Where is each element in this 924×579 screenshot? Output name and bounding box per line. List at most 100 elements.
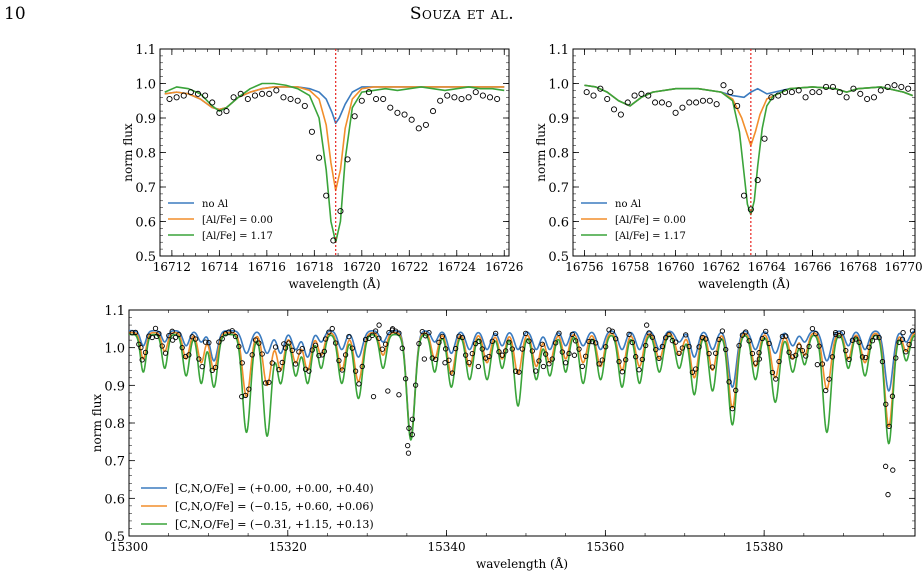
observed-point: [202, 92, 209, 99]
observed-point: [362, 336, 369, 343]
observed-point: [809, 89, 816, 96]
observed-point: [683, 332, 689, 338]
observed-point: [599, 357, 605, 363]
observed-point: [376, 322, 382, 328]
y-tick-label: 0.6: [548, 216, 569, 231]
observed-point: [743, 329, 749, 335]
observed-point: [813, 330, 819, 337]
y-axis-label: norm flux: [90, 394, 104, 453]
observed-point: [643, 322, 650, 328]
x-tick-label: 16712: [153, 260, 191, 274]
observed-point: [269, 360, 275, 366]
observed-point: [583, 353, 589, 359]
observed-point: [475, 363, 481, 370]
observed-point: [259, 351, 265, 357]
observed-point: [619, 369, 626, 375]
observed-point: [839, 330, 846, 336]
observed-point: [699, 335, 706, 341]
observed-point: [573, 338, 579, 344]
observed-point: [859, 354, 866, 360]
observed-point: [873, 334, 879, 340]
observed-point: [337, 208, 344, 215]
observed-point: [281, 341, 287, 347]
observed-point: [676, 350, 682, 357]
observed-point: [706, 97, 713, 104]
observed-point: [416, 341, 422, 347]
chart-panel-2: 16756 16758 16760 16762 16764 16766 16768 16770…: [534, 43, 923, 291]
observed-point: [344, 156, 351, 163]
observed-point: [469, 350, 475, 357]
observed-point: [693, 366, 699, 372]
observed-point: [323, 192, 330, 199]
x-tick-label: 16764: [748, 260, 787, 274]
observed-point: [372, 328, 379, 334]
observed-point: [546, 361, 552, 367]
observed-point: [832, 329, 839, 336]
observed-point: [716, 336, 722, 343]
observed-point: [512, 368, 519, 374]
observed-point: [179, 345, 185, 351]
observed-point: [159, 343, 165, 349]
observed-point: [786, 349, 792, 355]
observed-point: [709, 364, 716, 370]
observed-point: [906, 341, 912, 348]
observed-point: [891, 82, 898, 89]
x-tick-label: 15340: [427, 540, 465, 554]
x-axis-label: wavelength (Å): [476, 556, 568, 571]
x-tick-label: 16770: [885, 260, 923, 274]
observed-point: [603, 344, 609, 350]
observed-point: [458, 95, 465, 103]
observed-point: [369, 332, 375, 339]
observed-point: [826, 376, 832, 382]
observed-point: [436, 339, 442, 345]
y-tick-label: 0.7: [548, 181, 569, 196]
observed-point: [256, 340, 262, 346]
observed-point: [879, 358, 886, 365]
observed-point: [788, 89, 795, 96]
y-tick-label: 1.1: [104, 304, 125, 319]
observed-point: [882, 463, 889, 469]
observed-point: [729, 405, 736, 412]
y-tick-label: 0.8: [548, 147, 569, 162]
observed-point: [559, 349, 565, 355]
observed-point: [596, 361, 602, 367]
observed-point: [316, 353, 322, 359]
observed-point: [850, 85, 857, 92]
observed-point: [803, 353, 809, 359]
series-line-1: [129, 329, 915, 437]
observed-point: [489, 338, 495, 344]
observed-point: [679, 345, 686, 351]
observed-point: [439, 333, 445, 340]
observed-point: [166, 95, 173, 103]
x-tick-label: 16716: [248, 260, 286, 274]
observed-point: [905, 85, 912, 92]
observed-point: [152, 325, 159, 332]
observed-point: [736, 342, 742, 349]
observed-point: [900, 329, 906, 336]
x-tick-label: 16714: [200, 260, 239, 274]
observed-point: [649, 334, 656, 340]
observed-point: [686, 99, 693, 106]
observed-point: [476, 338, 482, 345]
observed-point: [766, 340, 772, 347]
observed-point: [162, 350, 169, 356]
observed-point: [132, 329, 139, 336]
observed-point: [299, 345, 305, 352]
observed-point: [673, 339, 679, 345]
observed-point: [180, 92, 187, 99]
x-tick-label: 16718: [295, 260, 333, 274]
observed-point: [192, 336, 199, 342]
observed-point: [286, 340, 292, 346]
observed-point: [656, 355, 662, 362]
observed-point: [753, 360, 759, 366]
observed-point: [626, 331, 632, 337]
series-line-3: [584, 84, 914, 216]
observed-point: [342, 352, 349, 358]
observed-point: [176, 331, 182, 338]
observed-point: [746, 338, 752, 344]
observed-point: [870, 94, 878, 101]
observed-point: [412, 382, 419, 388]
observed-point: [889, 393, 896, 399]
observed-point: [779, 333, 786, 340]
observed-point: [246, 386, 252, 392]
